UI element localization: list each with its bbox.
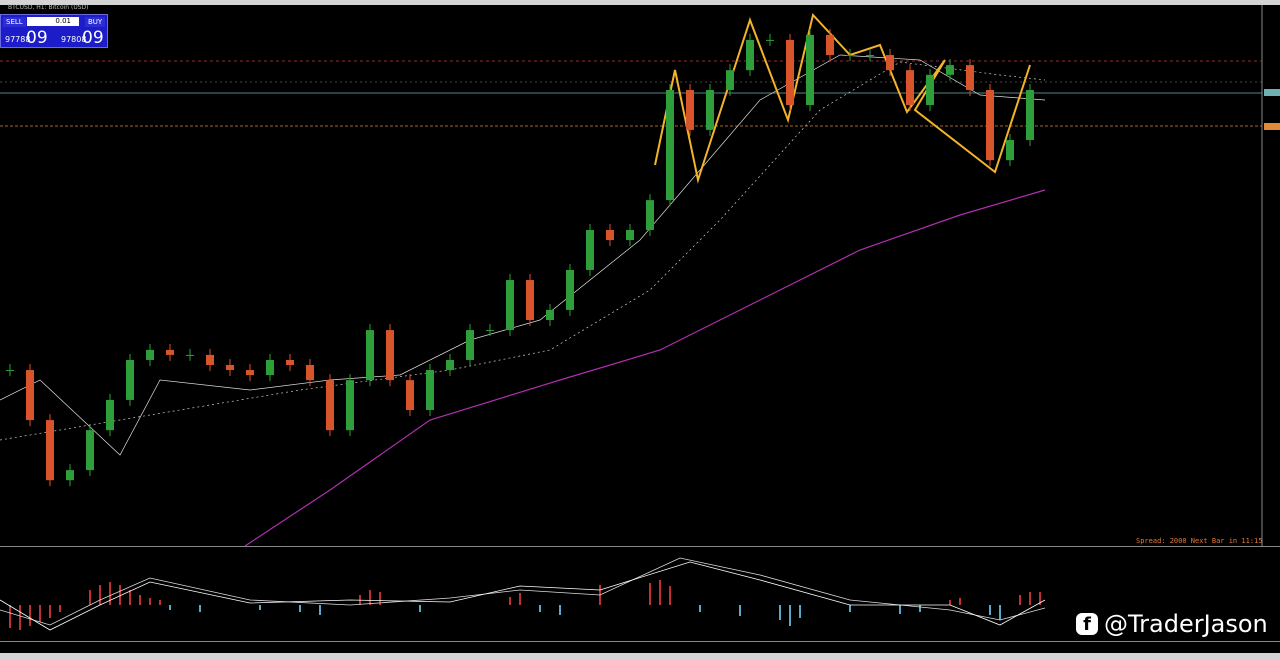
candle — [186, 354, 194, 356]
candle — [626, 230, 634, 241]
candle — [126, 359, 134, 400]
moving-average — [244, 189, 1046, 547]
candle — [746, 39, 754, 71]
candle — [286, 359, 294, 365]
candle — [226, 365, 234, 371]
candle — [86, 430, 94, 471]
candle — [1026, 89, 1034, 140]
candle — [426, 370, 434, 410]
buy-button[interactable]: BUY — [85, 17, 106, 27]
sell-price-big: 09 — [26, 28, 48, 48]
candle — [566, 269, 574, 310]
candle — [806, 34, 814, 106]
chart-tabs[interactable] — [0, 653, 1280, 660]
candle — [926, 74, 934, 106]
candle — [966, 65, 974, 90]
price-tag — [1264, 123, 1280, 130]
candle — [146, 349, 154, 360]
candle — [1006, 140, 1014, 161]
candle — [786, 39, 794, 106]
candle — [326, 380, 334, 431]
price-tag — [1264, 89, 1280, 96]
candle — [646, 200, 654, 230]
candle — [726, 70, 734, 90]
candle — [906, 70, 914, 106]
facebook-icon: f — [1076, 613, 1098, 635]
candle — [826, 34, 834, 56]
candle — [466, 330, 474, 360]
toolbar — [0, 0, 1280, 5]
candle — [606, 230, 614, 241]
candle — [6, 370, 14, 372]
candle — [706, 89, 714, 130]
candle — [446, 359, 454, 371]
spread-info: Spread: 2000 Next Bar in 11:15 — [1136, 537, 1263, 545]
watermark-text: @TraderJason — [1104, 610, 1268, 638]
candle — [846, 55, 854, 57]
candle — [26, 370, 34, 421]
candle — [766, 39, 774, 41]
candle — [866, 55, 874, 57]
candle — [106, 399, 114, 431]
candle — [306, 365, 314, 381]
trade-panel: SELL 0.01 BUY 97788 09 97808 09 — [0, 14, 108, 48]
watermark: f @TraderJason — [1076, 610, 1268, 638]
candle — [486, 330, 494, 332]
candle — [246, 370, 254, 376]
lot-input[interactable]: 0.01 — [27, 17, 79, 26]
candle — [266, 359, 274, 376]
candle — [546, 309, 554, 320]
candle — [586, 230, 594, 270]
candle — [406, 380, 414, 410]
candle — [886, 55, 894, 71]
symbol-title: BTCUSD, H1: Bitcoin (USD) — [8, 4, 89, 11]
candle — [506, 280, 514, 331]
candle — [166, 349, 174, 355]
candle — [946, 65, 954, 75]
candle — [526, 280, 534, 320]
candle — [686, 89, 694, 130]
candle — [366, 330, 374, 381]
candle — [206, 354, 214, 365]
candle — [66, 470, 74, 481]
candle — [386, 330, 394, 381]
candle — [666, 89, 674, 201]
sell-price: 97788 — [5, 35, 31, 44]
candle — [986, 89, 994, 161]
buy-price-big: 09 — [82, 28, 104, 48]
oscillator — [0, 557, 1046, 631]
moving-average — [0, 54, 1046, 456]
candle — [46, 420, 54, 481]
candle — [346, 380, 354, 431]
sell-button[interactable]: SELL — [3, 17, 26, 27]
buy-price: 97808 — [61, 35, 87, 44]
